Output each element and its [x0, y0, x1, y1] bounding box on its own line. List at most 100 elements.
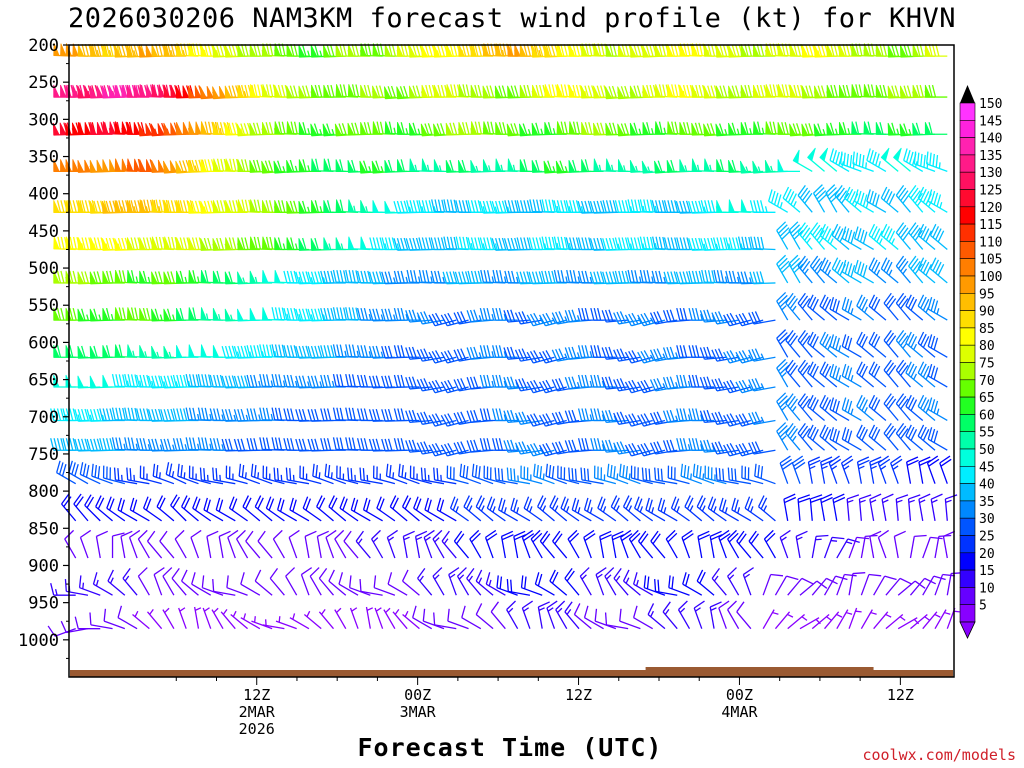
- wind-barb: [819, 223, 838, 250]
- wind-barb: [274, 121, 297, 135]
- wind-barb: [619, 608, 641, 630]
- wind-barb: [797, 185, 813, 213]
- wind-barb: [868, 331, 887, 358]
- wind-barb: [785, 393, 801, 421]
- wind-barb: [285, 467, 310, 485]
- wind-barb: [667, 465, 690, 485]
- wind-barb: [610, 495, 629, 522]
- colorbar-swatch: [959, 604, 976, 623]
- wind-barb: [328, 495, 347, 522]
- wind-barb: [741, 465, 764, 485]
- wind-barb: [533, 463, 555, 485]
- wind-barb: [927, 427, 948, 451]
- colorbar-label: 85: [979, 322, 995, 337]
- wind-barb: [215, 497, 236, 522]
- wind-barb: [433, 159, 457, 173]
- wind-barb: [667, 121, 690, 135]
- wind-barb: [368, 308, 395, 322]
- wind-barb: [934, 534, 952, 559]
- wind-barb: [917, 331, 936, 358]
- wind-barb: [853, 259, 874, 284]
- wind-barb: [638, 530, 654, 559]
- wind-barb: [713, 269, 739, 284]
- wind-barb: [106, 496, 126, 522]
- wind-barb: [829, 363, 850, 388]
- wind-barb: [53, 270, 76, 284]
- wind-barb: [897, 617, 920, 630]
- wind-barb: [406, 200, 432, 213]
- wind-barb: [868, 361, 887, 388]
- wind-barb: [634, 496, 654, 522]
- wind-barb: [549, 569, 568, 596]
- wind-barb: [819, 257, 838, 284]
- wind-barb: [650, 530, 666, 559]
- wind-barb: [819, 361, 838, 388]
- wind-barb: [494, 467, 518, 485]
- wind-barb: [883, 393, 899, 421]
- wind-barb: [748, 411, 776, 425]
- wind-barb: [360, 200, 383, 213]
- wind-barb: [912, 43, 936, 57]
- wind-barb: [583, 605, 604, 630]
- wind-barb: [50, 438, 76, 451]
- wind-barb: [632, 605, 653, 630]
- wind-barb: [783, 493, 797, 521]
- wind-barb: [748, 378, 776, 392]
- wind-barb: [927, 397, 948, 422]
- wind-barb: [666, 159, 690, 173]
- wind-barb: [555, 600, 568, 629]
- wind-barb: [606, 463, 629, 485]
- x-tick-label: 12Z: [565, 686, 592, 704]
- wind-barb: [304, 530, 317, 559]
- wind-barb: [880, 257, 899, 284]
- wind-barb: [918, 493, 931, 521]
- wind-barb: [212, 467, 236, 485]
- wind-barb: [564, 601, 580, 630]
- wind-barb: [622, 495, 641, 522]
- wind-barb: [795, 530, 808, 559]
- wind-barb: [924, 84, 948, 98]
- wind-barb: [514, 378, 543, 392]
- wind-barb: [237, 43, 260, 57]
- wind-barb: [701, 269, 727, 284]
- wind-barb: [809, 222, 826, 250]
- wind-barb: [456, 567, 470, 596]
- wind-barb: [632, 572, 653, 596]
- wind-barb: [371, 160, 395, 174]
- wind-barb: [345, 307, 371, 321]
- wind-barb: [662, 601, 678, 630]
- x-axis-label: Forecast Time (UTC): [357, 733, 663, 762]
- wind-barb: [776, 329, 790, 358]
- colorbar-label: 25: [979, 530, 995, 545]
- wind-barb: [220, 609, 236, 630]
- wind-barb: [261, 270, 285, 284]
- wind-barb: [856, 424, 875, 451]
- wind-barb: [604, 612, 629, 630]
- wind-barb: [785, 292, 801, 321]
- wind-barb: [360, 122, 383, 135]
- wind-barb: [905, 331, 924, 358]
- wind-barb: [122, 567, 138, 596]
- wind-barb: [102, 121, 125, 135]
- wind-barb: [860, 609, 877, 629]
- wind-barb: [516, 200, 543, 213]
- wind-barb: [120, 530, 133, 559]
- wind-barb: [188, 344, 211, 358]
- wind-barb: [662, 376, 690, 390]
- wind-barb: [754, 463, 776, 485]
- wind-barb: [254, 569, 273, 596]
- wind-barb: [809, 255, 826, 284]
- wind-barb: [819, 294, 838, 321]
- wind-barb: [440, 350, 469, 364]
- colorbar-label: 10: [979, 581, 995, 596]
- wind-barb: [869, 530, 882, 559]
- wind-barb: [56, 460, 77, 485]
- wind-barb: [89, 159, 113, 173]
- wind-barb: [185, 407, 211, 422]
- wind-barb: [779, 529, 791, 559]
- colorbar-top-arrow: [960, 85, 975, 103]
- wind-barb: [519, 123, 543, 137]
- wind-barb: [836, 609, 853, 629]
- wind-barb: [387, 572, 408, 596]
- wind-barb: [579, 567, 592, 596]
